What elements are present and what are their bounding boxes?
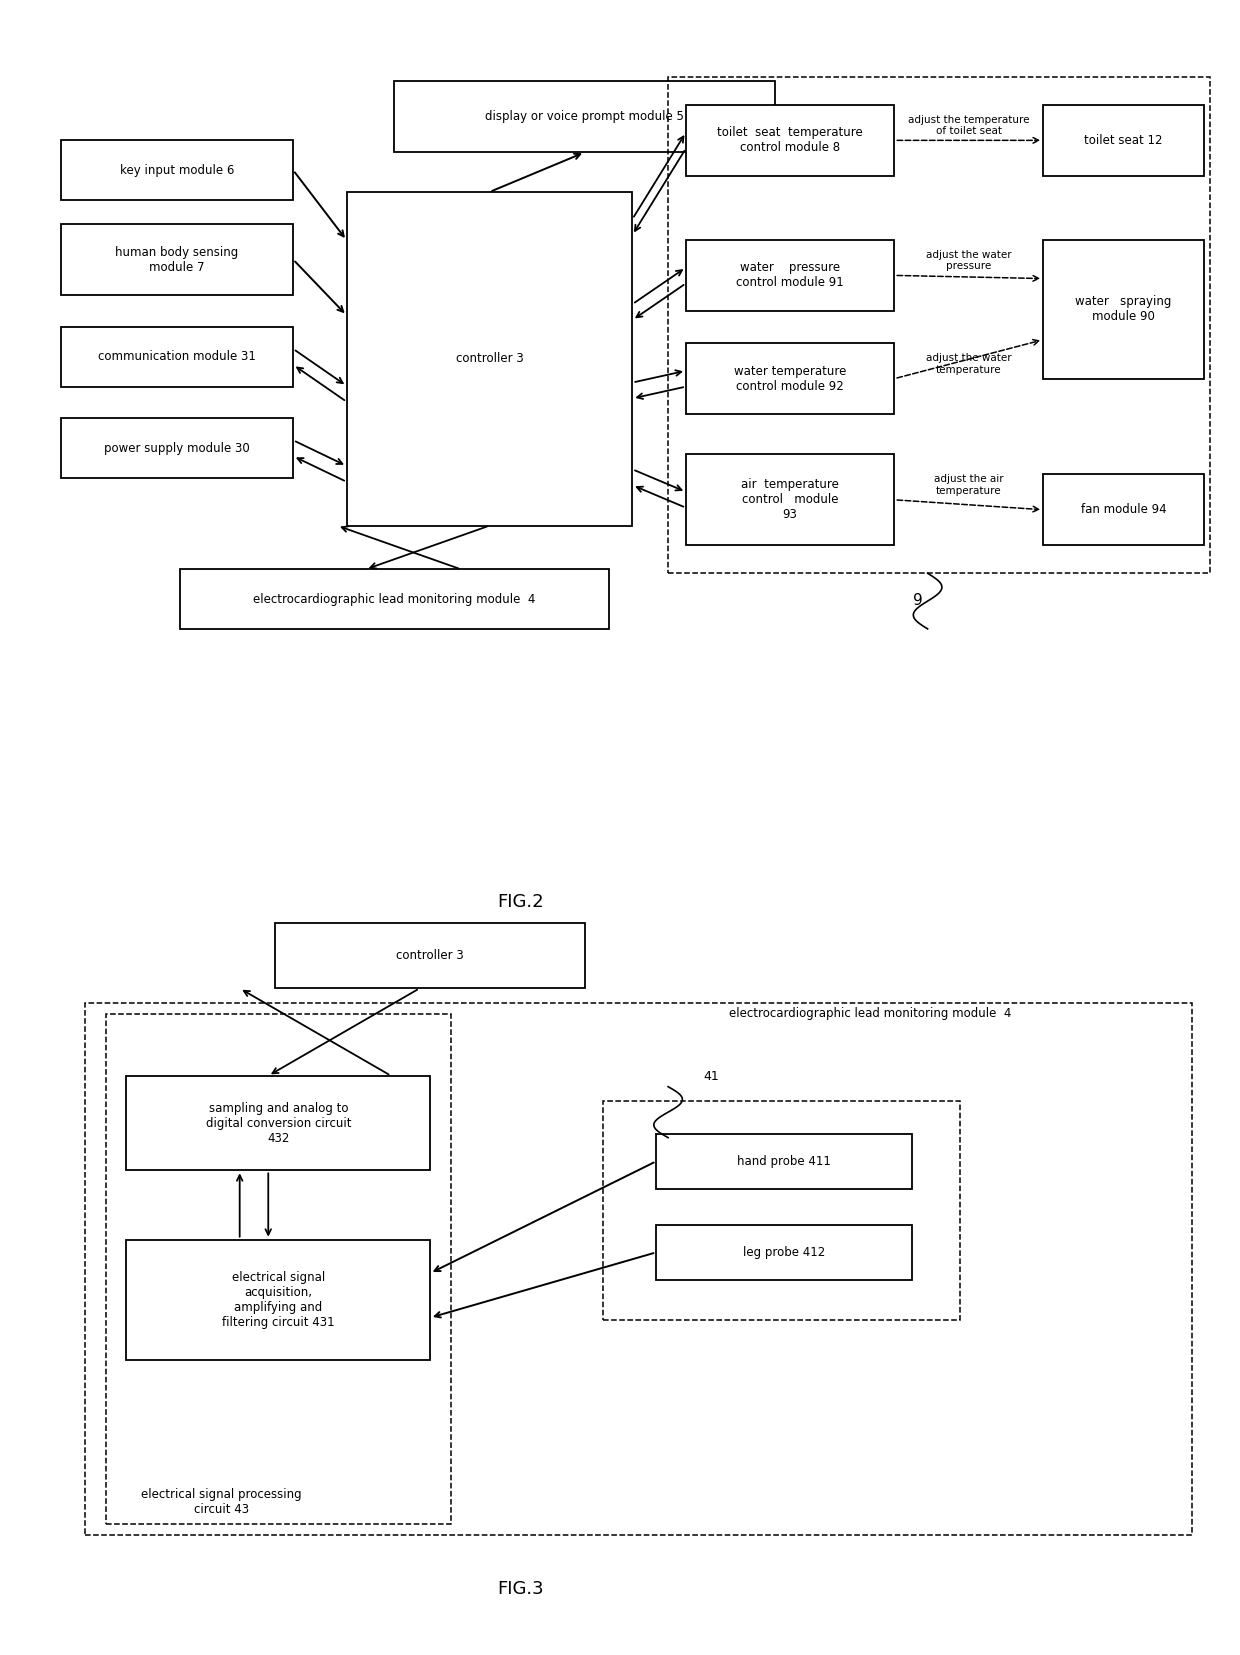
Bar [180, 569, 609, 629]
Text: display or voice prompt module 5: display or voice prompt module 5 [485, 109, 684, 122]
Bar [668, 76, 1210, 573]
Bar [656, 1134, 913, 1188]
Text: 41: 41 [704, 1071, 719, 1082]
Text: FIG.2: FIG.2 [497, 894, 544, 910]
Text: communication module 31: communication module 31 [98, 351, 255, 364]
Text: electrical signal
acquisition,
amplifying and
filtering circuit 431: electrical signal acquisition, amplifyin… [222, 1271, 335, 1329]
Text: electrocardiographic lead monitoring module  4: electrocardiographic lead monitoring mod… [729, 1006, 1012, 1019]
Text: controller 3: controller 3 [396, 948, 464, 962]
Bar [347, 192, 632, 526]
Text: water   spraying
module 90: water spraying module 90 [1075, 295, 1172, 323]
Text: 9: 9 [913, 592, 923, 607]
Bar [686, 104, 894, 175]
Text: toilet  seat  temperature
control module 8: toilet seat temperature control module 8 [717, 126, 863, 154]
Text: water temperature
control module 92: water temperature control module 92 [734, 364, 847, 392]
Bar [603, 1101, 960, 1319]
Bar [61, 141, 293, 200]
Text: water    pressure
control module 91: water pressure control module 91 [737, 261, 844, 290]
Text: FIG.3: FIG.3 [497, 1581, 544, 1597]
Text: toilet seat 12: toilet seat 12 [1084, 134, 1163, 147]
Text: power supply module 30: power supply module 30 [104, 442, 250, 455]
Text: adjust the temperature
of toilet seat: adjust the temperature of toilet seat [908, 114, 1029, 136]
Bar [686, 453, 894, 546]
Text: adjust the air
temperature: adjust the air temperature [934, 475, 1003, 496]
Text: human body sensing
module 7: human body sensing module 7 [115, 245, 238, 273]
Bar [656, 1225, 913, 1279]
Bar [61, 419, 293, 478]
Bar [126, 1240, 430, 1360]
Bar [686, 240, 894, 311]
Bar [1043, 473, 1204, 546]
Bar [1043, 104, 1204, 175]
Text: electrical signal processing
circuit 43: electrical signal processing circuit 43 [141, 1488, 303, 1516]
Bar [394, 81, 775, 152]
Text: electrocardiographic lead monitoring module  4: electrocardiographic lead monitoring mod… [253, 592, 536, 606]
Bar [61, 328, 293, 387]
Text: sampling and analog to
digital conversion circuit
432: sampling and analog to digital conversio… [206, 1102, 351, 1145]
Bar [61, 223, 293, 295]
Bar [126, 1076, 430, 1170]
Text: controller 3: controller 3 [455, 353, 523, 366]
Text: adjust the water
temperature: adjust the water temperature [926, 353, 1012, 374]
Text: fan module 94: fan module 94 [1080, 503, 1167, 516]
Text: hand probe 411: hand probe 411 [738, 1155, 831, 1168]
Bar [84, 1003, 1192, 1534]
Bar [686, 343, 894, 414]
Text: air  temperature
control   module
93: air temperature control module 93 [742, 478, 839, 521]
Text: key input module 6: key input module 6 [120, 164, 234, 177]
Bar [1043, 240, 1204, 379]
Text: adjust the water
pressure: adjust the water pressure [926, 250, 1012, 271]
Text: leg probe 412: leg probe 412 [743, 1246, 826, 1259]
Bar [275, 923, 585, 988]
Bar [107, 1015, 451, 1524]
